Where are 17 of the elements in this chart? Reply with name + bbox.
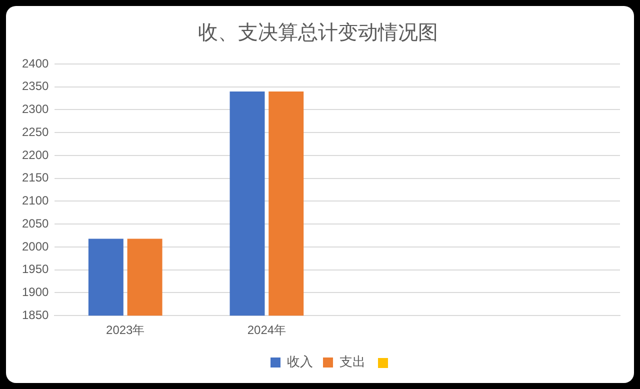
y-tick-label: 1950 (22, 262, 50, 276)
x-tick-label: 2024年 (247, 323, 286, 338)
y-tick-label: 2050 (22, 216, 50, 230)
y-tick-label: 2200 (22, 148, 50, 162)
y-tick-label: 2100 (22, 194, 50, 208)
y-tick-label: 2400 (22, 56, 50, 70)
x-tick-label: 2023年 (106, 323, 145, 338)
legend-label: 支出 (340, 354, 366, 370)
y-tick-label: 2000 (22, 239, 50, 254)
y-tick-label: 1850 (22, 308, 50, 322)
y-tick-label: 2350 (22, 79, 50, 94)
y-tick-label: 2150 (22, 170, 50, 185)
chart-title: 收、支决算总计变动情况图 (198, 20, 438, 44)
y-tick-label: 2250 (22, 124, 50, 139)
y-tick-label: 1900 (22, 285, 50, 300)
legend-label: 收入 (287, 354, 313, 370)
y-tick-label: 2300 (22, 102, 50, 116)
